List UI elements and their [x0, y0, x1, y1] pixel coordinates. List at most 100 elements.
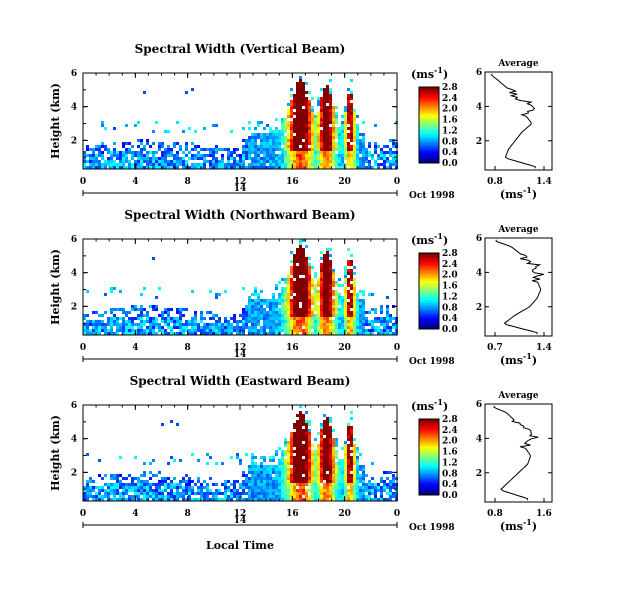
- heatmap-cell: [335, 142, 338, 145]
- heatmap-cell: [251, 477, 254, 480]
- heatmap-cell: [221, 498, 224, 501]
- heatmap-cell: [338, 148, 341, 151]
- heatmap-cell: [320, 106, 323, 109]
- heatmap-cell: [233, 157, 236, 160]
- heatmap-cells: [83, 76, 398, 169]
- heatmap-cell: [320, 139, 323, 142]
- heatmap-cell: [320, 269, 323, 272]
- heatmap-cell: [320, 160, 323, 163]
- heatmap-cell: [194, 154, 197, 157]
- heatmap-cell: [83, 160, 86, 163]
- heatmap-cell: [323, 121, 326, 124]
- heatmap-cell: [203, 148, 206, 151]
- heatmap-cell: [335, 284, 338, 287]
- heatmap-cell: [227, 154, 230, 157]
- heatmap-cell: [323, 311, 326, 314]
- heatmap-cell: [368, 498, 371, 501]
- heatmap-cell: [320, 317, 323, 320]
- heatmap-cell: [350, 444, 353, 447]
- heatmap-cell: [338, 154, 341, 157]
- heatmap-cell: [305, 308, 308, 311]
- heatmap-cell: [338, 311, 341, 314]
- heatmap-cell: [335, 320, 338, 323]
- heatmap-cell: [182, 326, 185, 329]
- heatmap-cell: [83, 157, 86, 160]
- heatmap-cell: [317, 486, 320, 489]
- heatmap-cell: [167, 477, 170, 480]
- heatmap-cell: [302, 157, 305, 160]
- heatmap-cell: [110, 317, 113, 320]
- heatmap-cell: [302, 254, 305, 257]
- heatmap-cell: [125, 492, 128, 495]
- profile-y-tick-label: 4: [476, 268, 482, 278]
- heatmap-cell: [287, 157, 290, 160]
- heatmap-cell: [137, 151, 140, 154]
- heatmap-cell: [320, 272, 323, 275]
- heatmap-cell: [275, 314, 278, 317]
- heatmap-cell: [350, 317, 353, 320]
- heatmap-cell: [326, 275, 329, 278]
- x-tick-label: 0: [394, 509, 400, 519]
- heatmap-cell: [140, 489, 143, 492]
- heatmap-cell: [134, 456, 137, 459]
- heatmap-cell: [350, 263, 353, 266]
- heatmap-cell: [179, 332, 182, 335]
- heatmap-cell: [284, 483, 287, 486]
- profile-x-tick-label: 0.8: [487, 177, 503, 187]
- heatmap-cell: [326, 151, 329, 154]
- heatmap-cell: [305, 269, 308, 272]
- heatmap-cell: [362, 486, 365, 489]
- heatmap-cell: [329, 302, 332, 305]
- heatmap-cell: [341, 495, 344, 498]
- heatmap-cell: [362, 299, 365, 302]
- colorbar-swatch: [419, 153, 439, 156]
- heatmap-cell: [230, 329, 233, 332]
- heatmap-cell: [191, 290, 194, 293]
- heatmap-cell: [338, 471, 341, 474]
- heatmap-cell: [296, 130, 299, 133]
- heatmap-cell: [275, 471, 278, 474]
- colorbar-tick-label: 2.0: [442, 105, 458, 115]
- heatmap-cell: [344, 323, 347, 326]
- heatmap-cell: [332, 145, 335, 148]
- heatmap-cell: [110, 474, 113, 477]
- heatmap-cell: [185, 145, 188, 148]
- heatmap-cell: [257, 133, 260, 136]
- heatmap-cell: [83, 489, 86, 492]
- heatmap-cell: [359, 148, 362, 151]
- heatmap-cell: [131, 163, 134, 166]
- heatmap-cell: [326, 296, 329, 299]
- heatmap-cell: [362, 163, 365, 166]
- heatmap-cell: [344, 480, 347, 483]
- colorbar-swatch: [419, 467, 439, 470]
- heatmap-cell: [92, 480, 95, 483]
- heatmap-cell: [275, 148, 278, 151]
- heatmap-cell: [302, 465, 305, 468]
- x-axis: 0 4 8 12 16 20 0: [80, 405, 400, 519]
- heatmap-cell: [356, 299, 359, 302]
- heatmap-cell: [332, 106, 335, 109]
- heatmap-cell: [290, 103, 293, 106]
- heatmap-cell: [332, 483, 335, 486]
- heatmap-cell: [305, 495, 308, 498]
- colorbar-swatch: [419, 439, 439, 442]
- heatmap-cell: [284, 329, 287, 332]
- heatmap-cell: [275, 299, 278, 302]
- heatmap-cell: [338, 133, 341, 136]
- heatmap-cell: [287, 160, 290, 163]
- heatmap-cell: [272, 489, 275, 492]
- heatmap-cell: [269, 320, 272, 323]
- heatmap-cell: [215, 163, 218, 166]
- heatmap-cell: [329, 308, 332, 311]
- heatmap-cell: [347, 477, 350, 480]
- x-tick-label: 16: [286, 177, 299, 187]
- heatmap-cell: [320, 293, 323, 296]
- heatmap-cell: [128, 489, 131, 492]
- heatmap-cell: [320, 441, 323, 444]
- heatmap-cell: [284, 127, 287, 130]
- heatmap-cell: [167, 151, 170, 154]
- heatmap-cell: [353, 492, 356, 495]
- heatmap-cell: [272, 326, 275, 329]
- heatmap-cell: [107, 498, 110, 501]
- heatmap-cell: [212, 148, 215, 151]
